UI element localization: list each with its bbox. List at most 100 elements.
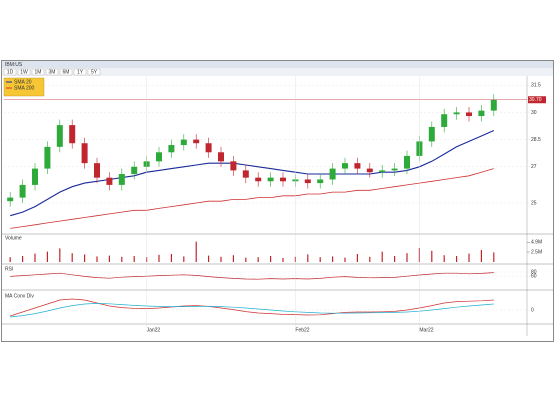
line-series	[10, 298, 494, 317]
volume-bar	[121, 256, 123, 262]
line-series	[10, 303, 494, 318]
title-bar	[2, 61, 553, 68]
volume-bar	[332, 256, 334, 262]
candle-body	[342, 163, 348, 169]
volume-bar	[245, 257, 247, 262]
volume-bar	[84, 254, 86, 262]
toolbar-label[interactable]: 1D	[7, 69, 14, 75]
candle-body	[81, 143, 88, 164]
y-tick-label: 31.5	[531, 83, 541, 89]
toolbar-label[interactable]: 6M	[63, 69, 70, 75]
volume-bar	[195, 241, 197, 262]
candle-body	[168, 145, 175, 153]
x-tick-label: Jan22	[147, 327, 161, 333]
line-series	[10, 168, 494, 229]
window-frame	[1, 60, 554, 342]
candle-body	[466, 112, 472, 117]
candle-body	[32, 168, 38, 185]
toolbar-button[interactable]	[73, 68, 87, 76]
candle-body	[428, 126, 435, 142]
volume-bar	[96, 256, 98, 262]
toolbar-label[interactable]: 1W	[20, 69, 28, 75]
candle-body	[118, 174, 125, 185]
candle-body	[490, 99, 497, 111]
candle-body	[404, 155, 410, 169]
toolbar-button[interactable]	[17, 68, 31, 76]
volume-bar	[9, 257, 11, 262]
candle-body	[19, 184, 26, 198]
candle-body	[242, 170, 249, 178]
candle-body	[131, 166, 138, 175]
candle-body	[94, 163, 100, 178]
toolbar-button[interactable]	[45, 68, 59, 76]
y-tick-label: 60	[531, 273, 537, 279]
candle-body	[230, 161, 237, 171]
y-tick-label: 0	[531, 307, 534, 313]
y-tick-label: 30	[531, 110, 537, 116]
legend-label: SMA 20	[14, 79, 32, 85]
volume-bar	[443, 255, 445, 262]
candle-body	[255, 177, 262, 182]
toolbar-button[interactable]	[31, 68, 45, 76]
candle-body	[156, 152, 162, 162]
toolbar-button[interactable]	[3, 68, 17, 76]
symbol: IBM:US	[5, 62, 23, 68]
toolbar-button[interactable]	[59, 68, 73, 76]
volume-bar	[183, 256, 185, 262]
candle-body	[478, 110, 485, 117]
candle-body	[218, 152, 224, 162]
candle-body	[379, 170, 386, 173]
candle-body	[304, 179, 311, 184]
line-series	[10, 272, 494, 280]
candle-body	[453, 112, 460, 115]
volume-bar	[493, 252, 495, 262]
candle-body	[44, 146, 51, 169]
volume-bar	[356, 254, 358, 262]
toolbar-button[interactable]	[87, 68, 101, 76]
y-tick-label: 28.5	[531, 137, 541, 143]
toolbar	[2, 68, 553, 76]
volume-bar	[468, 253, 470, 262]
candle-body	[267, 177, 274, 182]
volume-bar	[170, 254, 172, 262]
y-tick-label: 80	[531, 269, 537, 275]
volume-bar	[307, 254, 309, 262]
panel-title: MA Conv Div	[5, 293, 34, 299]
candle-body	[354, 163, 361, 169]
volume-bar	[344, 257, 346, 262]
volume-bar	[319, 257, 321, 262]
candle-body	[69, 125, 76, 144]
candle-body	[180, 139, 187, 146]
volume-bar	[71, 253, 73, 262]
toolbar-label[interactable]: 3M	[49, 69, 56, 75]
volume-bar	[282, 258, 284, 262]
candle-body	[317, 179, 324, 184]
y-tick-label: 27	[531, 164, 537, 170]
toolbar-label[interactable]: 1M	[35, 69, 42, 75]
panel-title: Volume	[5, 235, 22, 241]
volume-bar	[381, 251, 383, 262]
volume-bar	[232, 255, 234, 262]
candle-body	[7, 197, 14, 202]
toolbar-label[interactable]: 5Y	[91, 69, 98, 75]
volume-bar	[46, 251, 48, 262]
candle-body	[56, 125, 63, 147]
legend-box	[3, 77, 45, 97]
legend-label: SMA 200	[14, 85, 35, 91]
y-tick-label: 25	[531, 200, 537, 206]
volume-bar	[158, 254, 160, 262]
volume-bar	[406, 253, 408, 262]
volume-bar	[108, 255, 110, 262]
toolbar-label[interactable]: 1Y	[77, 69, 84, 75]
candle-body	[366, 168, 373, 173]
volume-bar	[257, 257, 259, 262]
volume-bar	[133, 256, 135, 262]
volume-bar	[220, 256, 222, 262]
candle-body	[193, 139, 200, 144]
candle-body	[106, 177, 113, 185]
volume-bar	[270, 256, 272, 262]
volume-bar	[59, 248, 61, 262]
volume-bar	[208, 255, 210, 262]
